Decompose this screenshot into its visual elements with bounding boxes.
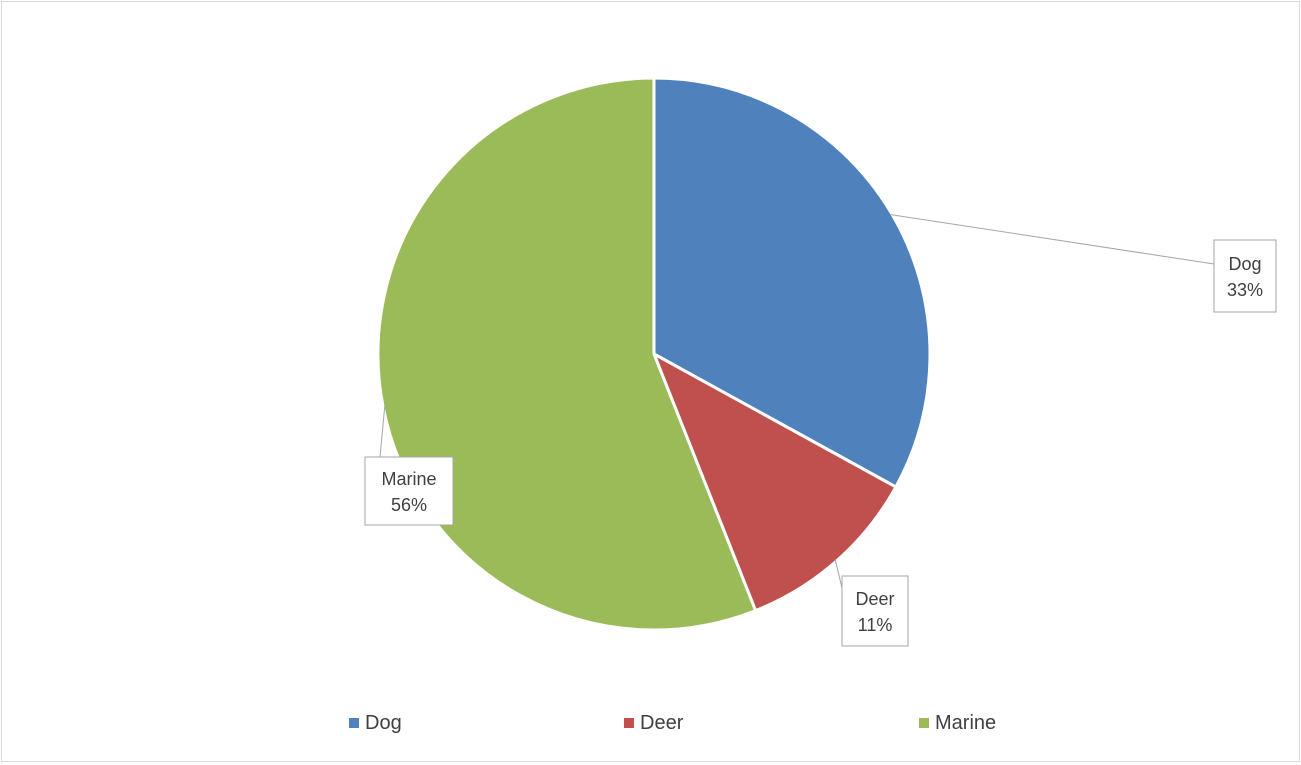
legend-label-marine: Marine bbox=[935, 712, 996, 734]
data-label-value-deer: 11% bbox=[858, 615, 893, 635]
data-label-category-dog: Dog bbox=[1228, 254, 1261, 274]
data-label-box-dog bbox=[1213, 239, 1277, 313]
data-label-category-marine: Marine bbox=[381, 469, 436, 489]
slice-dog bbox=[652, 76, 932, 490]
legend-label-deer: Deer bbox=[640, 712, 684, 734]
legend-item-dog: Dog bbox=[349, 712, 402, 734]
data-label-box-marine bbox=[364, 456, 454, 526]
slice-marine bbox=[376, 76, 758, 632]
leader-line-deer bbox=[834, 559, 843, 589]
pie-slices bbox=[376, 76, 932, 632]
legend-swatch-deer bbox=[624, 718, 634, 728]
legend: Dog Deer Marine bbox=[349, 712, 996, 734]
legend-item-marine: Marine bbox=[919, 712, 996, 734]
data-label-value-marine: 56% bbox=[391, 495, 427, 515]
legend-swatch-dog bbox=[349, 718, 359, 728]
data-label-value-dog: 33% bbox=[1227, 280, 1263, 300]
label-leader-lines bbox=[379, 214, 1215, 589]
data-label-dog: Dog 33% bbox=[1213, 239, 1277, 313]
leader-line-dog bbox=[889, 214, 1215, 265]
data-label-box-deer bbox=[841, 575, 909, 647]
leader-line-marine bbox=[379, 405, 386, 458]
data-label-category-deer: Deer bbox=[855, 589, 894, 609]
legend-item-deer: Deer bbox=[624, 712, 684, 734]
legend-swatch-marine bbox=[919, 718, 929, 728]
data-label-deer: Deer 11% bbox=[841, 575, 909, 647]
data-label-marine: Marine 56% bbox=[364, 456, 454, 526]
legend-label-dog: Dog bbox=[365, 712, 402, 734]
slice-deer bbox=[651, 350, 898, 613]
data-labels: Dog 33% Deer 11% Marine 56% bbox=[364, 239, 1277, 647]
